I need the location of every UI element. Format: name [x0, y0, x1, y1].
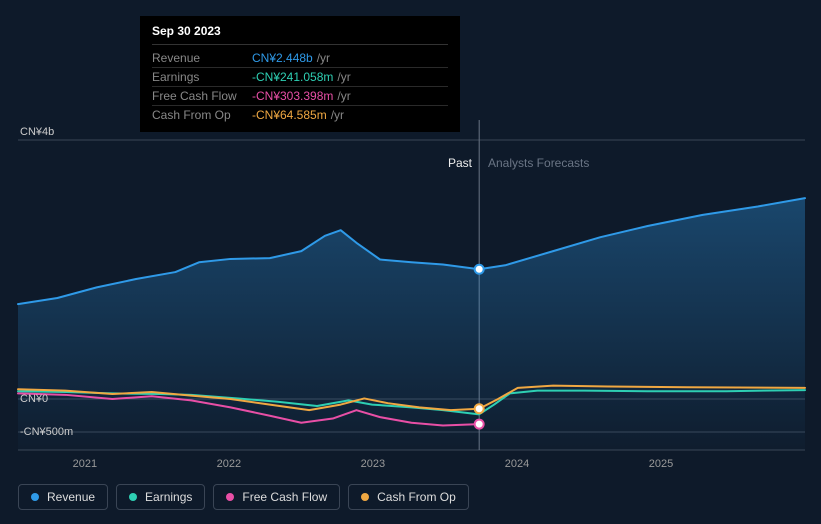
- chart-tooltip: Sep 30 2023 RevenueCN¥2.448b/yrEarnings-…: [140, 16, 460, 132]
- tooltip-row: RevenueCN¥2.448b/yr: [152, 49, 448, 68]
- forecast-label: Analysts Forecasts: [488, 156, 589, 170]
- tooltip-row-label: Earnings: [152, 70, 252, 84]
- legend-dot-icon: [31, 493, 39, 501]
- legend-label: Revenue: [47, 490, 95, 504]
- tooltip-row-value: -CN¥241.058m: [252, 70, 333, 84]
- x-axis-tick: 2023: [361, 458, 385, 470]
- y-axis-label: -CN¥500m: [20, 426, 73, 438]
- tooltip-row-unit: /yr: [317, 51, 330, 65]
- tooltip-row: Cash From Op-CN¥64.585m/yr: [152, 106, 448, 124]
- legend-item-cfo[interactable]: Cash From Op: [348, 484, 469, 510]
- legend-item-fcf[interactable]: Free Cash Flow: [213, 484, 340, 510]
- tooltip-row-unit: /yr: [337, 89, 350, 103]
- tooltip-row-value: CN¥2.448b: [252, 51, 313, 65]
- legend-label: Earnings: [145, 490, 192, 504]
- tooltip-row-value: -CN¥303.398m: [252, 89, 333, 103]
- legend-label: Cash From Op: [377, 490, 456, 504]
- legend-item-revenue[interactable]: Revenue: [18, 484, 108, 510]
- legend-label: Free Cash Flow: [242, 490, 327, 504]
- tooltip-row: Free Cash Flow-CN¥303.398m/yr: [152, 87, 448, 106]
- tooltip-row-label: Revenue: [152, 51, 252, 65]
- tooltip-row-value: -CN¥64.585m: [252, 108, 327, 122]
- tooltip-row-label: Cash From Op: [152, 108, 252, 122]
- tooltip-row-label: Free Cash Flow: [152, 89, 252, 103]
- x-axis-tick: 2022: [217, 458, 241, 470]
- tooltip-row: Earnings-CN¥241.058m/yr: [152, 68, 448, 87]
- legend-dot-icon: [361, 493, 369, 501]
- tooltip-row-unit: /yr: [331, 108, 344, 122]
- legend-dot-icon: [129, 493, 137, 501]
- tooltip-row-unit: /yr: [337, 70, 350, 84]
- past-label: Past: [448, 156, 472, 170]
- tooltip-date: Sep 30 2023: [152, 24, 448, 45]
- financial-chart: CN¥4b CN¥0 -CN¥500m 2021 2022 2023 2024 2025 P…: [0, 0, 821, 524]
- legend-dot-icon: [226, 493, 234, 501]
- legend: Revenue Earnings Free Cash Flow Cash From O…: [18, 484, 469, 510]
- y-axis-label: CN¥4b: [20, 126, 54, 138]
- x-axis-tick: 2021: [73, 458, 97, 470]
- x-axis-tick: 2025: [649, 458, 673, 470]
- x-axis-tick: 2024: [505, 458, 529, 470]
- legend-item-earnings[interactable]: Earnings: [116, 484, 205, 510]
- y-axis-label: CN¥0: [20, 393, 48, 405]
